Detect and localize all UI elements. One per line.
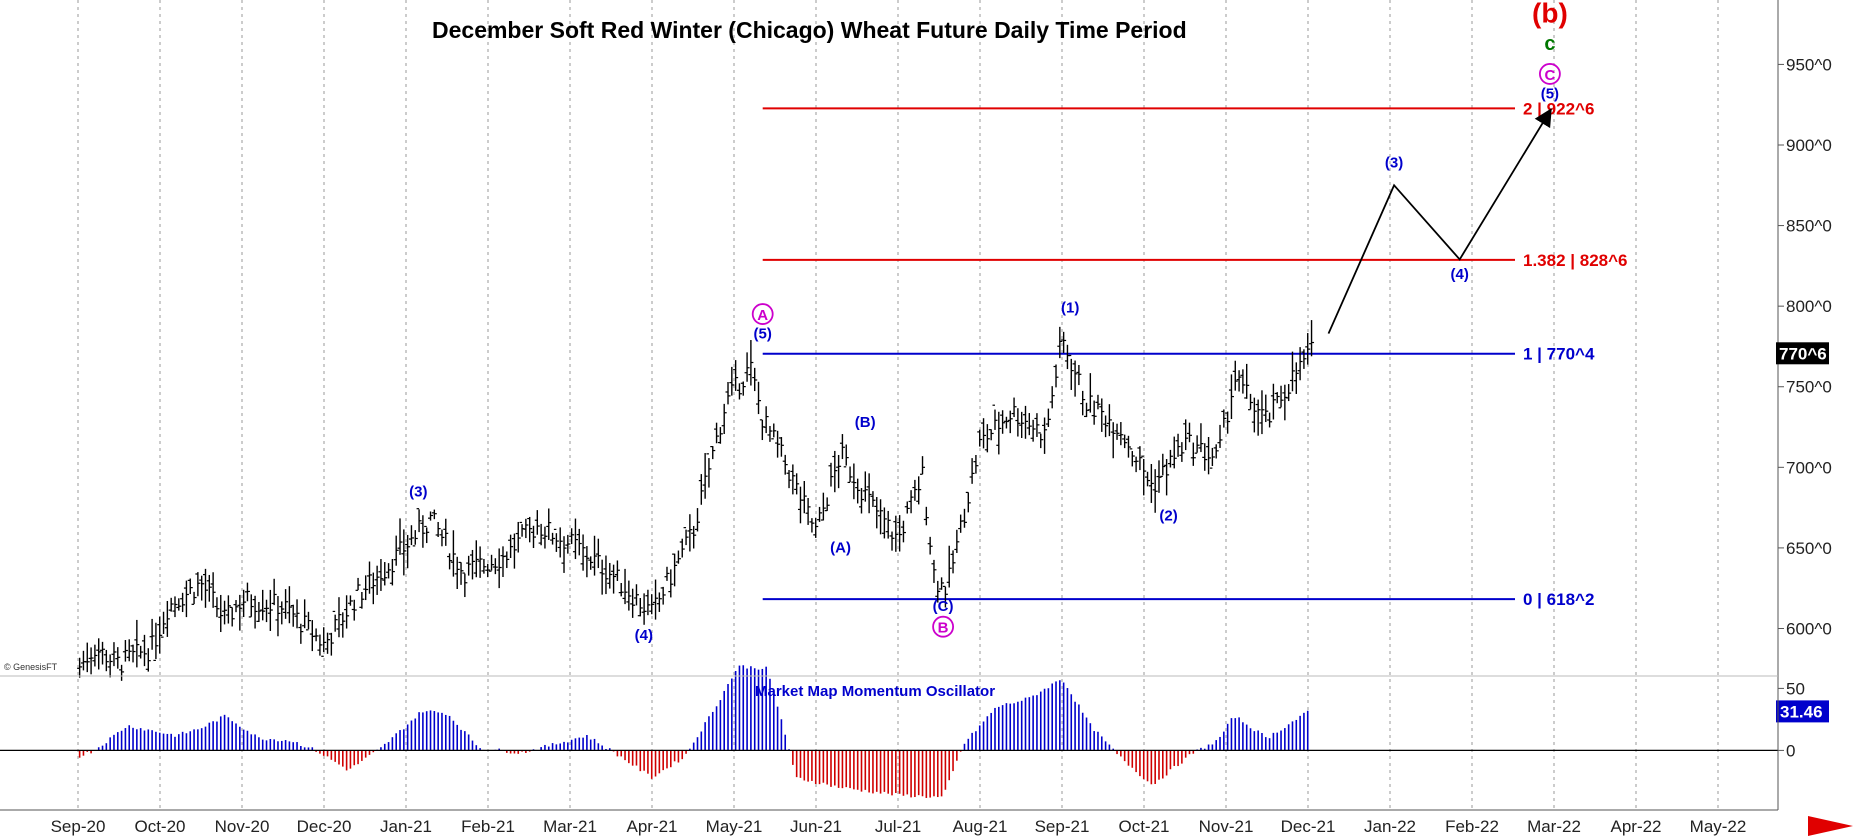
projection-line	[1327, 108, 1552, 334]
wave-label: (4)	[1451, 266, 1469, 283]
wave-label: (A)	[830, 540, 851, 557]
fib-label: 0 | 618^2	[1523, 590, 1594, 609]
price-tick-label: 850^0	[1786, 217, 1832, 236]
price-tick-label: 900^0	[1786, 136, 1832, 155]
month-tick-label: Nov-20	[215, 817, 270, 836]
fibonacci-levels: 2 | 922^61.382 | 828^61 | 770^40 | 618^2	[762, 99, 1628, 609]
oscillator-last-badge	[1776, 700, 1829, 723]
oscillator-tick-label: 0	[1786, 741, 1795, 760]
wave-label: (b)	[1532, 0, 1568, 29]
month-tick-label: Nov-21	[1199, 817, 1254, 836]
wave-circle	[751, 303, 774, 325]
month-tick-label: May-22	[1690, 817, 1747, 836]
price-tick-label: 700^0	[1786, 458, 1832, 477]
oscillator-last-label: 31.46	[1780, 702, 1823, 721]
month-tick-label: Dec-20	[297, 817, 352, 836]
wave-label-circled: A	[757, 307, 768, 324]
wave-label: (4)	[635, 627, 653, 644]
wave-circle	[932, 615, 954, 638]
month-tick-label: Apr-21	[626, 817, 677, 836]
wave-label-circled: C	[1544, 67, 1555, 84]
month-tick-label: Aug-21	[953, 817, 1008, 836]
momentum-oscillator: 50 0 31.46	[0, 665, 1829, 798]
wave-label: (5)	[1541, 85, 1559, 102]
copyright-notice: © GenesisFT	[4, 662, 58, 672]
price-tick-label: 950^0	[1786, 55, 1832, 74]
month-tick-label: Jan-22	[1364, 817, 1416, 836]
month-tick-label: Feb-22	[1445, 817, 1499, 836]
price-tick-label: 750^0	[1786, 378, 1832, 397]
price-bars	[77, 320, 1315, 681]
wave-label: (2)	[1159, 508, 1177, 525]
month-tick-label: Mar-22	[1527, 817, 1581, 836]
wave-label: (1)	[1061, 300, 1079, 317]
wave-label: (B)	[855, 414, 876, 431]
month-tick-label: Oct-21	[1118, 817, 1169, 836]
month-tick-label: Feb-21	[461, 817, 515, 836]
wave-label: (3)	[1385, 155, 1403, 172]
wave-label-circled: B	[938, 620, 949, 637]
fib-label: 1 | 770^4	[1523, 345, 1595, 364]
month-tick-label: Jan-21	[380, 817, 432, 836]
month-tick-label: Sep-20	[51, 817, 106, 836]
month-tick-label: Sep-21	[1035, 817, 1090, 836]
last-price-label: 770^6	[1779, 344, 1827, 363]
month-tick-label: Mar-21	[543, 817, 597, 836]
month-tick-label: May-21	[706, 817, 763, 836]
oscillator-title: Market Map Momentum Oscillator	[755, 683, 995, 700]
last-price-badge	[1776, 342, 1829, 365]
price-tick-label: 800^0	[1786, 297, 1832, 316]
price-tick-label: 650^0	[1786, 539, 1832, 558]
price-tick-label: 600^0	[1786, 619, 1832, 638]
chart-title: December Soft Red Winter (Chicago) Wheat…	[432, 17, 1187, 43]
wave-label: (C)	[933, 598, 954, 615]
wave-label: c	[1544, 33, 1555, 55]
wave-label: (3)	[409, 483, 427, 500]
scroll-right-arrow[interactable]	[1808, 816, 1853, 836]
wave-labels: (3)(4)(5)A(A)(B)(C)B(1)(2)(3)(4)(5)Cc(b)	[409, 0, 1568, 644]
projection-path	[1327, 108, 1552, 334]
month-tick-label: Apr-22	[1610, 817, 1661, 836]
month-tick-label: Jul-21	[875, 817, 921, 836]
oscillator-tick-label: 50	[1786, 679, 1805, 698]
month-tick-label: Oct-20	[134, 817, 185, 836]
wave-circle	[1539, 63, 1561, 85]
month-tick-label: Dec-21	[1281, 817, 1336, 836]
month-gridlines	[77, 0, 1719, 810]
fib-label: 1.382 | 828^6	[1523, 251, 1628, 270]
month-tick-label: Jun-21	[790, 817, 842, 836]
wave-label: (5)	[754, 325, 772, 342]
